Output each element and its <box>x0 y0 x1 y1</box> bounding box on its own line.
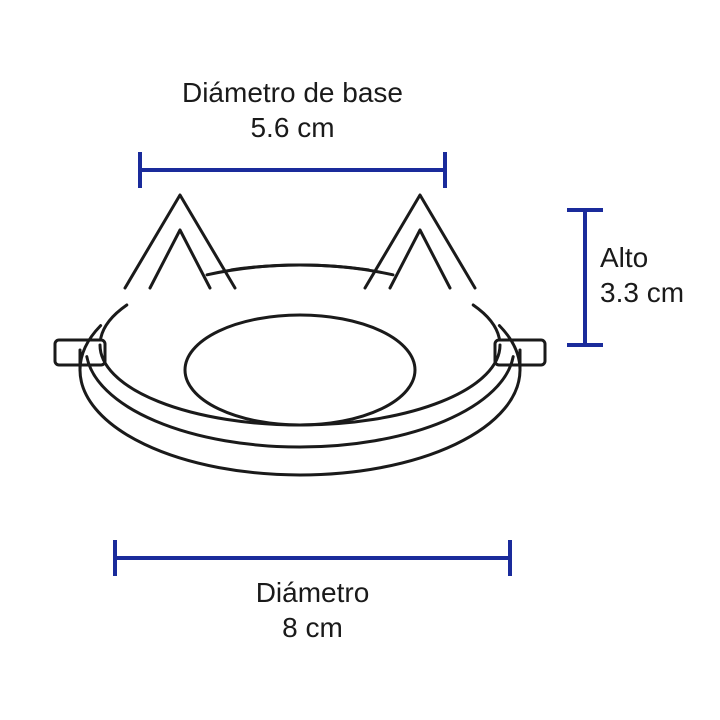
label-base-diameter-value: 5.6 cm <box>140 110 445 145</box>
label-base-diameter: Diámetro de base 5.6 cm <box>140 75 445 145</box>
label-diameter-value: 8 cm <box>115 610 510 645</box>
label-height-value: 3.3 cm <box>600 275 710 310</box>
diagram-stage: Diámetro de base 5.6 cm Diámetro 8 cm Al… <box>0 0 720 720</box>
label-height-title: Alto <box>600 240 710 275</box>
label-diameter-title: Diámetro <box>115 575 510 610</box>
label-base-diameter-title: Diámetro de base <box>140 75 445 110</box>
label-diameter: Diámetro 8 cm <box>115 575 510 645</box>
label-height: Alto 3.3 cm <box>600 240 710 310</box>
